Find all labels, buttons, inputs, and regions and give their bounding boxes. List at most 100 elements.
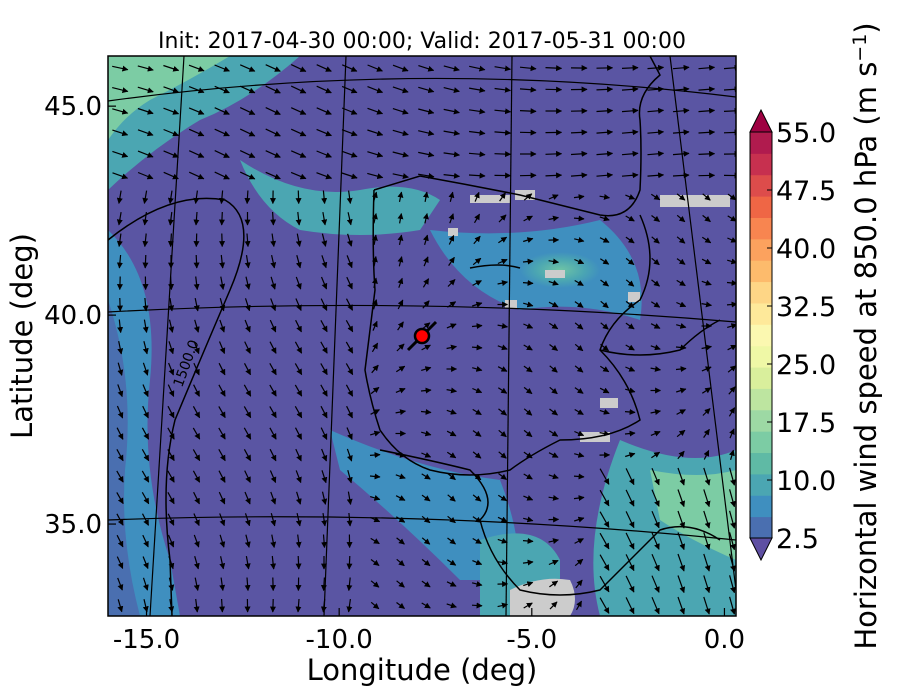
wind-vector [600,279,609,287]
wind-vector [321,491,328,505]
colorbar-tick-label: 32.5 [776,292,836,323]
wind-vector [392,64,409,72]
wind-vector [396,580,405,588]
colorbar-tick-label: 10.0 [776,466,836,497]
wind-vector [474,191,480,202]
wind-vector [523,429,533,438]
wind-vector [468,151,486,158]
wind-vector [498,451,507,459]
wind-vector [574,558,584,567]
wind-vector [112,65,129,72]
wind-vector [647,129,665,136]
wind-vector [320,427,328,440]
wind-vector [676,429,686,438]
wind-vector [168,556,175,570]
wind-vector [188,128,205,137]
wind-vector [447,494,456,502]
wind-vector [677,532,686,551]
wind-vector [244,190,251,205]
wind-vector [420,408,432,415]
wind-vector [625,597,635,615]
wind-vector [519,108,537,115]
colorbar-bin [750,431,772,454]
wind-vector [320,320,328,333]
wind-vector [548,194,559,200]
wind-vector [421,494,431,502]
wind-vector [446,387,457,394]
wind-vector [244,470,251,483]
wind-vector [218,427,226,440]
wind-vector [549,344,558,351]
wind-vector [269,427,277,440]
wind-vector [473,235,481,245]
wind-vector [244,255,251,269]
wind-vector [167,470,175,483]
wind-vector [727,323,736,329]
wind-vector [729,510,736,529]
wind-vector [137,65,154,72]
wind-vector [523,215,533,222]
wind-vector [703,532,711,551]
wind-vector [320,298,328,311]
wind-vector [421,430,432,437]
wind-vector [163,171,179,180]
wind-vector [625,575,635,593]
wind-vector [370,409,380,415]
wind-vector [346,405,353,419]
wind-vector [574,451,585,458]
wind-vector [137,107,154,115]
wind-vector [675,366,687,373]
wind-vector [142,254,149,269]
wind-vector [523,323,534,329]
wind-vector [321,534,328,549]
wind-vector [396,343,405,352]
colorbar-extend-min [749,537,773,562]
wind-vector [677,575,686,594]
wind-vector [446,344,457,351]
wind-vector [295,598,302,613]
wind-vector [523,237,534,243]
wind-vector [345,298,354,311]
wind-vector [167,534,175,548]
wind-vector [270,491,277,505]
wind-vector [371,234,378,246]
wind-vector [346,233,353,247]
wind-vector [141,470,150,483]
wind-vector [522,559,534,566]
wind-vector [472,408,482,416]
wind-vector [218,384,226,397]
wind-vector [294,384,303,397]
wind-vector [548,322,559,330]
wind-vector [418,65,435,72]
colorbar-bin [750,495,772,518]
wind-vector [244,555,251,570]
wind-vector [137,129,154,137]
wind-vector [294,341,303,354]
wind-vector [116,427,124,440]
wind-vector [320,577,327,592]
wind-vector [370,386,380,395]
wind-vector [446,581,457,587]
wind-vector [599,365,610,373]
wind-vector [117,599,124,613]
wind-vector [523,473,533,480]
wind-vector [472,516,482,523]
wind-vector [443,65,460,72]
wind-vector [321,513,328,527]
wind-vector [448,191,455,202]
wind-vector [647,150,665,157]
wind-vector [372,320,378,331]
wind-vector [523,516,534,523]
wind-vector [625,236,635,244]
wind-vector [728,386,736,395]
wind-vector [421,473,431,480]
wind-vector [167,233,174,248]
wind-vector [494,129,512,136]
wind-vector [423,234,429,245]
wind-vector [193,577,200,591]
wind-vector [117,340,124,355]
wind-vector [116,449,124,462]
wind-vector [574,322,584,330]
wind-vector [548,494,559,501]
wind-vector [346,491,353,505]
